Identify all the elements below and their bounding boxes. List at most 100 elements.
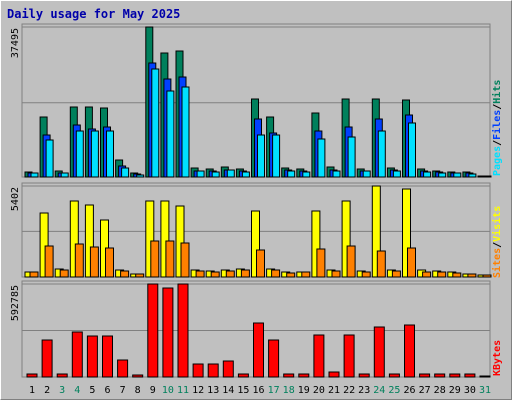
top-bar-pages-day-27 — [423, 171, 432, 178]
bottom-bar-kbytes-day-28 — [434, 373, 446, 378]
middle-bar-sites-day-5 — [89, 246, 99, 278]
x-tick-day-11: 11 — [177, 385, 189, 396]
bottom-bar-kbytes-day-4 — [71, 331, 83, 378]
top-bar-pages-day-31 — [483, 175, 492, 178]
bottom-bar-kbytes-day-7 — [117, 359, 129, 378]
x-tick-day-1: 1 — [29, 385, 35, 396]
top-bar-pages-day-7 — [121, 167, 130, 178]
middle-bar-sites-day-4 — [74, 243, 84, 278]
x-tick-day-19: 19 — [298, 385, 310, 396]
x-tick-day-15: 15 — [237, 385, 249, 396]
bottom-bar-kbytes-day-8 — [132, 374, 144, 378]
bottom-bar-kbytes-day-1 — [26, 373, 38, 378]
bottom-bar-kbytes-day-25 — [388, 373, 400, 378]
top-bar-pages-day-1 — [30, 172, 39, 178]
bottom-bar-kbytes-day-13 — [207, 363, 219, 378]
middle-bar-sites-day-16 — [256, 249, 265, 278]
top-bar-pages-day-17 — [272, 134, 281, 178]
middle-bar-sites-day-31 — [482, 274, 492, 278]
top-ymax-label: 37495 — [10, 28, 21, 58]
bottom-bar-kbytes-day-10 — [162, 287, 174, 378]
x-tick-day-17: 17 — [268, 385, 280, 396]
bottom-bar-kbytes-day-9 — [147, 283, 159, 378]
middle-bar-sites-day-10 — [165, 240, 175, 278]
middle-bar-visits-day-2 — [39, 212, 49, 278]
bottom-bar-kbytes-day-18 — [283, 373, 295, 378]
top-bar-pages-day-23 — [362, 170, 371, 178]
bottom-bar-kbytes-day-23 — [358, 373, 370, 378]
top-bar-pages-day-20 — [317, 138, 326, 178]
bottom-bar-kbytes-day-20 — [313, 334, 325, 378]
middle-bar-sites-day-14 — [225, 270, 235, 278]
middle-bar-sites-day-29 — [452, 272, 462, 278]
x-tick-day-10: 10 — [162, 385, 174, 396]
bottom-bar-kbytes-day-22 — [343, 334, 355, 378]
top-bar-pages-day-13 — [211, 171, 220, 178]
bottom-bar-kbytes-day-2 — [41, 339, 53, 378]
top-bar-pages-day-29 — [453, 172, 462, 178]
x-tick-day-16: 16 — [252, 385, 264, 396]
bottom-bar-kbytes-day-26 — [404, 324, 415, 378]
top-bar-pages-day-3 — [60, 172, 69, 178]
top-bar-pages-day-10 — [166, 90, 175, 178]
top-bar-pages-day-19 — [302, 171, 311, 178]
bottom-bar-kbytes-day-5 — [86, 335, 98, 378]
middle-bar-sites-day-12 — [195, 270, 205, 278]
middle-bar-visits-day-20 — [311, 210, 321, 278]
x-tick-day-3: 3 — [59, 385, 65, 396]
middle-bar-sites-day-27 — [422, 271, 432, 278]
x-tick-day-14: 14 — [222, 385, 234, 396]
top-bar-pages-day-6 — [106, 130, 114, 178]
top-bar-pages-day-5 — [90, 130, 99, 178]
x-tick-day-20: 20 — [313, 385, 325, 396]
x-tick-day-31: 31 — [479, 385, 491, 396]
middle-bar-sites-day-15 — [240, 269, 250, 278]
bottom-bar-kbytes-day-19 — [298, 373, 310, 378]
middle-bar-visits-day-24 — [371, 185, 381, 278]
bottom-bar-kbytes-day-3 — [56, 373, 68, 378]
bottom-ymax-label: 592785 — [10, 285, 21, 321]
bottom-bar-kbytes-day-21 — [328, 371, 340, 378]
bottom-bar-kbytes-day-30 — [464, 373, 476, 378]
x-tick-day-23: 23 — [358, 385, 370, 396]
bottom-bar-kbytes-day-29 — [449, 373, 461, 378]
middle-ymax-label: 5402 — [10, 187, 21, 211]
middle-bar-visits-day-11 — [175, 205, 185, 278]
middle-bar-sites-day-8 — [135, 273, 145, 278]
bottom-bar-kbytes-day-6 — [102, 335, 113, 378]
middle-bar-sites-day-24 — [376, 250, 386, 278]
middle-bar-visits-day-9 — [145, 200, 155, 278]
x-tick-day-13: 13 — [207, 385, 219, 396]
bottom-bar-kbytes-day-11 — [177, 283, 189, 378]
middle-bar-visits-day-4 — [69, 200, 79, 278]
top-bar-pages-day-4 — [75, 130, 84, 178]
x-tick-day-12: 12 — [192, 385, 204, 396]
middle-bar-visits-day-22 — [341, 200, 351, 278]
middle-bar-sites-day-11 — [180, 242, 190, 278]
middle-bar-visits-day-16 — [251, 210, 260, 278]
top-bar-pages-day-12 — [196, 170, 205, 178]
x-tick-day-18: 18 — [283, 385, 295, 396]
middle-bar-sites-day-17 — [271, 269, 281, 278]
bottom-bar-kbytes-day-16 — [253, 322, 264, 378]
middle-bar-visits-day-10 — [160, 200, 170, 278]
top-bar-pages-day-26 — [408, 122, 416, 178]
middle-bar-sites-day-20 — [316, 248, 326, 278]
middle-bar-sites-day-13 — [210, 271, 220, 278]
middle-bar-sites-day-3 — [59, 269, 69, 278]
middle-bar-sites-day-30 — [467, 273, 477, 278]
x-tick-day-27: 27 — [419, 385, 431, 396]
x-tick-day-6: 6 — [104, 385, 110, 396]
top-bar-pages-day-11 — [181, 86, 190, 178]
middle-bar-visits-day-5 — [84, 204, 94, 278]
x-tick-day-21: 21 — [328, 385, 340, 396]
top-bar-pages-day-25 — [392, 170, 401, 178]
middle-bar-sites-day-7 — [120, 270, 130, 278]
top-bar-pages-day-21 — [332, 170, 341, 178]
top-bar-pages-day-9 — [151, 68, 160, 178]
bottom-bar-kbytes-day-14 — [222, 360, 234, 378]
middle-bar-sites-day-22 — [346, 245, 356, 278]
x-tick-day-29: 29 — [449, 385, 461, 396]
x-tick-day-26: 26 — [403, 385, 415, 396]
